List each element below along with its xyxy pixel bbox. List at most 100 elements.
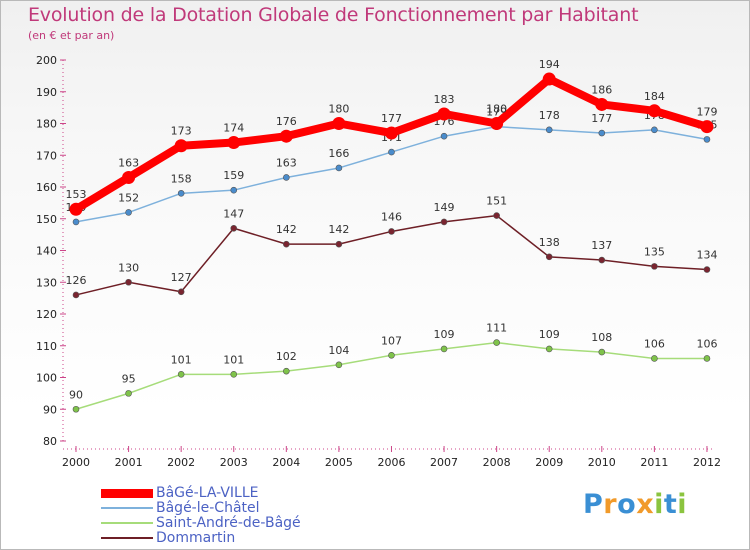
data-point <box>703 266 711 273</box>
data-label: 180 <box>328 103 349 116</box>
data-point <box>651 263 658 270</box>
logo-letter: x <box>636 489 655 520</box>
data-label: 142 <box>328 223 349 236</box>
data-point <box>335 164 343 172</box>
data-label: 179 <box>696 106 717 119</box>
data-point <box>230 186 238 194</box>
x-tick-label: 2009 <box>535 456 563 469</box>
data-label: 106 <box>644 337 665 350</box>
legend-label: BâGé-LA-VILLE <box>156 485 259 501</box>
data-point <box>545 253 553 261</box>
data-label: 177 <box>381 112 402 125</box>
data-point <box>703 355 711 362</box>
data-point <box>279 129 293 143</box>
x-tick-label: 2011 <box>640 456 668 469</box>
data-point <box>493 339 500 346</box>
y-tick-label: 130 <box>36 276 57 289</box>
data-label: 152 <box>118 191 139 204</box>
data-point <box>542 72 556 86</box>
data-point <box>230 371 238 378</box>
data-label: 178 <box>539 109 560 122</box>
chart-subtitle: (en € et par an) <box>28 29 115 42</box>
y-tick-label: 120 <box>36 308 57 321</box>
y-tick-label: 170 <box>36 149 57 162</box>
legend-label: Saint-André-de-Bâgé <box>156 515 301 531</box>
data-point <box>598 256 606 264</box>
data-point <box>72 405 80 413</box>
data-label: 151 <box>486 195 507 208</box>
data-label: 158 <box>171 172 192 185</box>
y-tick-label: 100 <box>36 372 57 385</box>
x-tick-label: 2012 <box>693 456 721 469</box>
y-tick-label: 160 <box>36 181 57 194</box>
y-tick-label: 140 <box>36 245 57 258</box>
x-tick-label: 2000 <box>62 456 90 469</box>
data-point <box>335 361 343 369</box>
data-label: 142 <box>276 223 297 236</box>
data-point <box>227 136 241 150</box>
data-point <box>440 132 448 140</box>
data-label: 101 <box>171 353 192 366</box>
y-tick-label: 180 <box>36 118 57 131</box>
data-label: 126 <box>66 274 87 287</box>
data-label: 146 <box>381 210 402 223</box>
legend-swatch <box>101 488 153 498</box>
data-label: 137 <box>591 239 612 252</box>
data-label: 149 <box>434 201 455 214</box>
data-point <box>283 367 290 375</box>
data-label: 180 <box>486 103 507 116</box>
data-label: 111 <box>486 322 507 335</box>
data-point <box>493 212 500 219</box>
x-tick-label: 2007 <box>430 456 458 469</box>
data-point <box>72 218 80 226</box>
y-tick-label: 190 <box>36 86 57 99</box>
data-label: 95 <box>122 372 136 385</box>
y-tick-label: 110 <box>36 340 57 353</box>
data-point <box>177 371 185 378</box>
logo-letter: t <box>663 489 678 520</box>
data-label: 104 <box>328 344 349 357</box>
data-point <box>283 174 290 181</box>
data-point <box>388 148 395 156</box>
data-point <box>384 126 398 140</box>
data-point <box>283 240 290 248</box>
data-label: 102 <box>276 350 297 363</box>
data-label: 134 <box>696 249 717 262</box>
y-tick-label: 80 <box>43 435 57 448</box>
data-point <box>125 209 132 216</box>
x-tick-label: 2006 <box>377 456 405 469</box>
data-label: 138 <box>539 236 560 249</box>
data-label: 153 <box>66 188 87 201</box>
x-tick-label: 2003 <box>220 456 248 469</box>
data-point <box>651 355 658 362</box>
data-point <box>595 97 609 111</box>
data-point <box>230 224 238 232</box>
data-label: 194 <box>539 58 560 71</box>
data-label: 147 <box>223 207 244 220</box>
data-point <box>335 240 343 248</box>
data-point <box>598 129 606 137</box>
data-point <box>332 117 346 130</box>
data-point <box>647 104 661 118</box>
data-label: 163 <box>118 156 139 169</box>
x-tick-label: 2010 <box>588 456 616 469</box>
data-point <box>651 126 658 134</box>
x-tick-label: 2002 <box>167 456 195 469</box>
data-point <box>440 218 448 226</box>
series-line <box>72 75 711 214</box>
x-tick-label: 2001 <box>115 456 143 469</box>
data-point <box>125 278 132 286</box>
logo-letter: r <box>603 489 618 520</box>
data-point <box>545 345 553 353</box>
x-tick-label: 2005 <box>325 456 353 469</box>
x-tick-label: 2008 <box>483 456 511 469</box>
data-point <box>440 345 448 353</box>
logo-letter: P <box>583 489 604 520</box>
y-tick-label: 150 <box>36 213 57 226</box>
proxiti-logo: Proxiti <box>583 489 687 520</box>
data-point <box>700 120 714 134</box>
legend-swatch <box>101 537 153 539</box>
data-point <box>69 202 83 216</box>
data-point <box>125 390 132 397</box>
